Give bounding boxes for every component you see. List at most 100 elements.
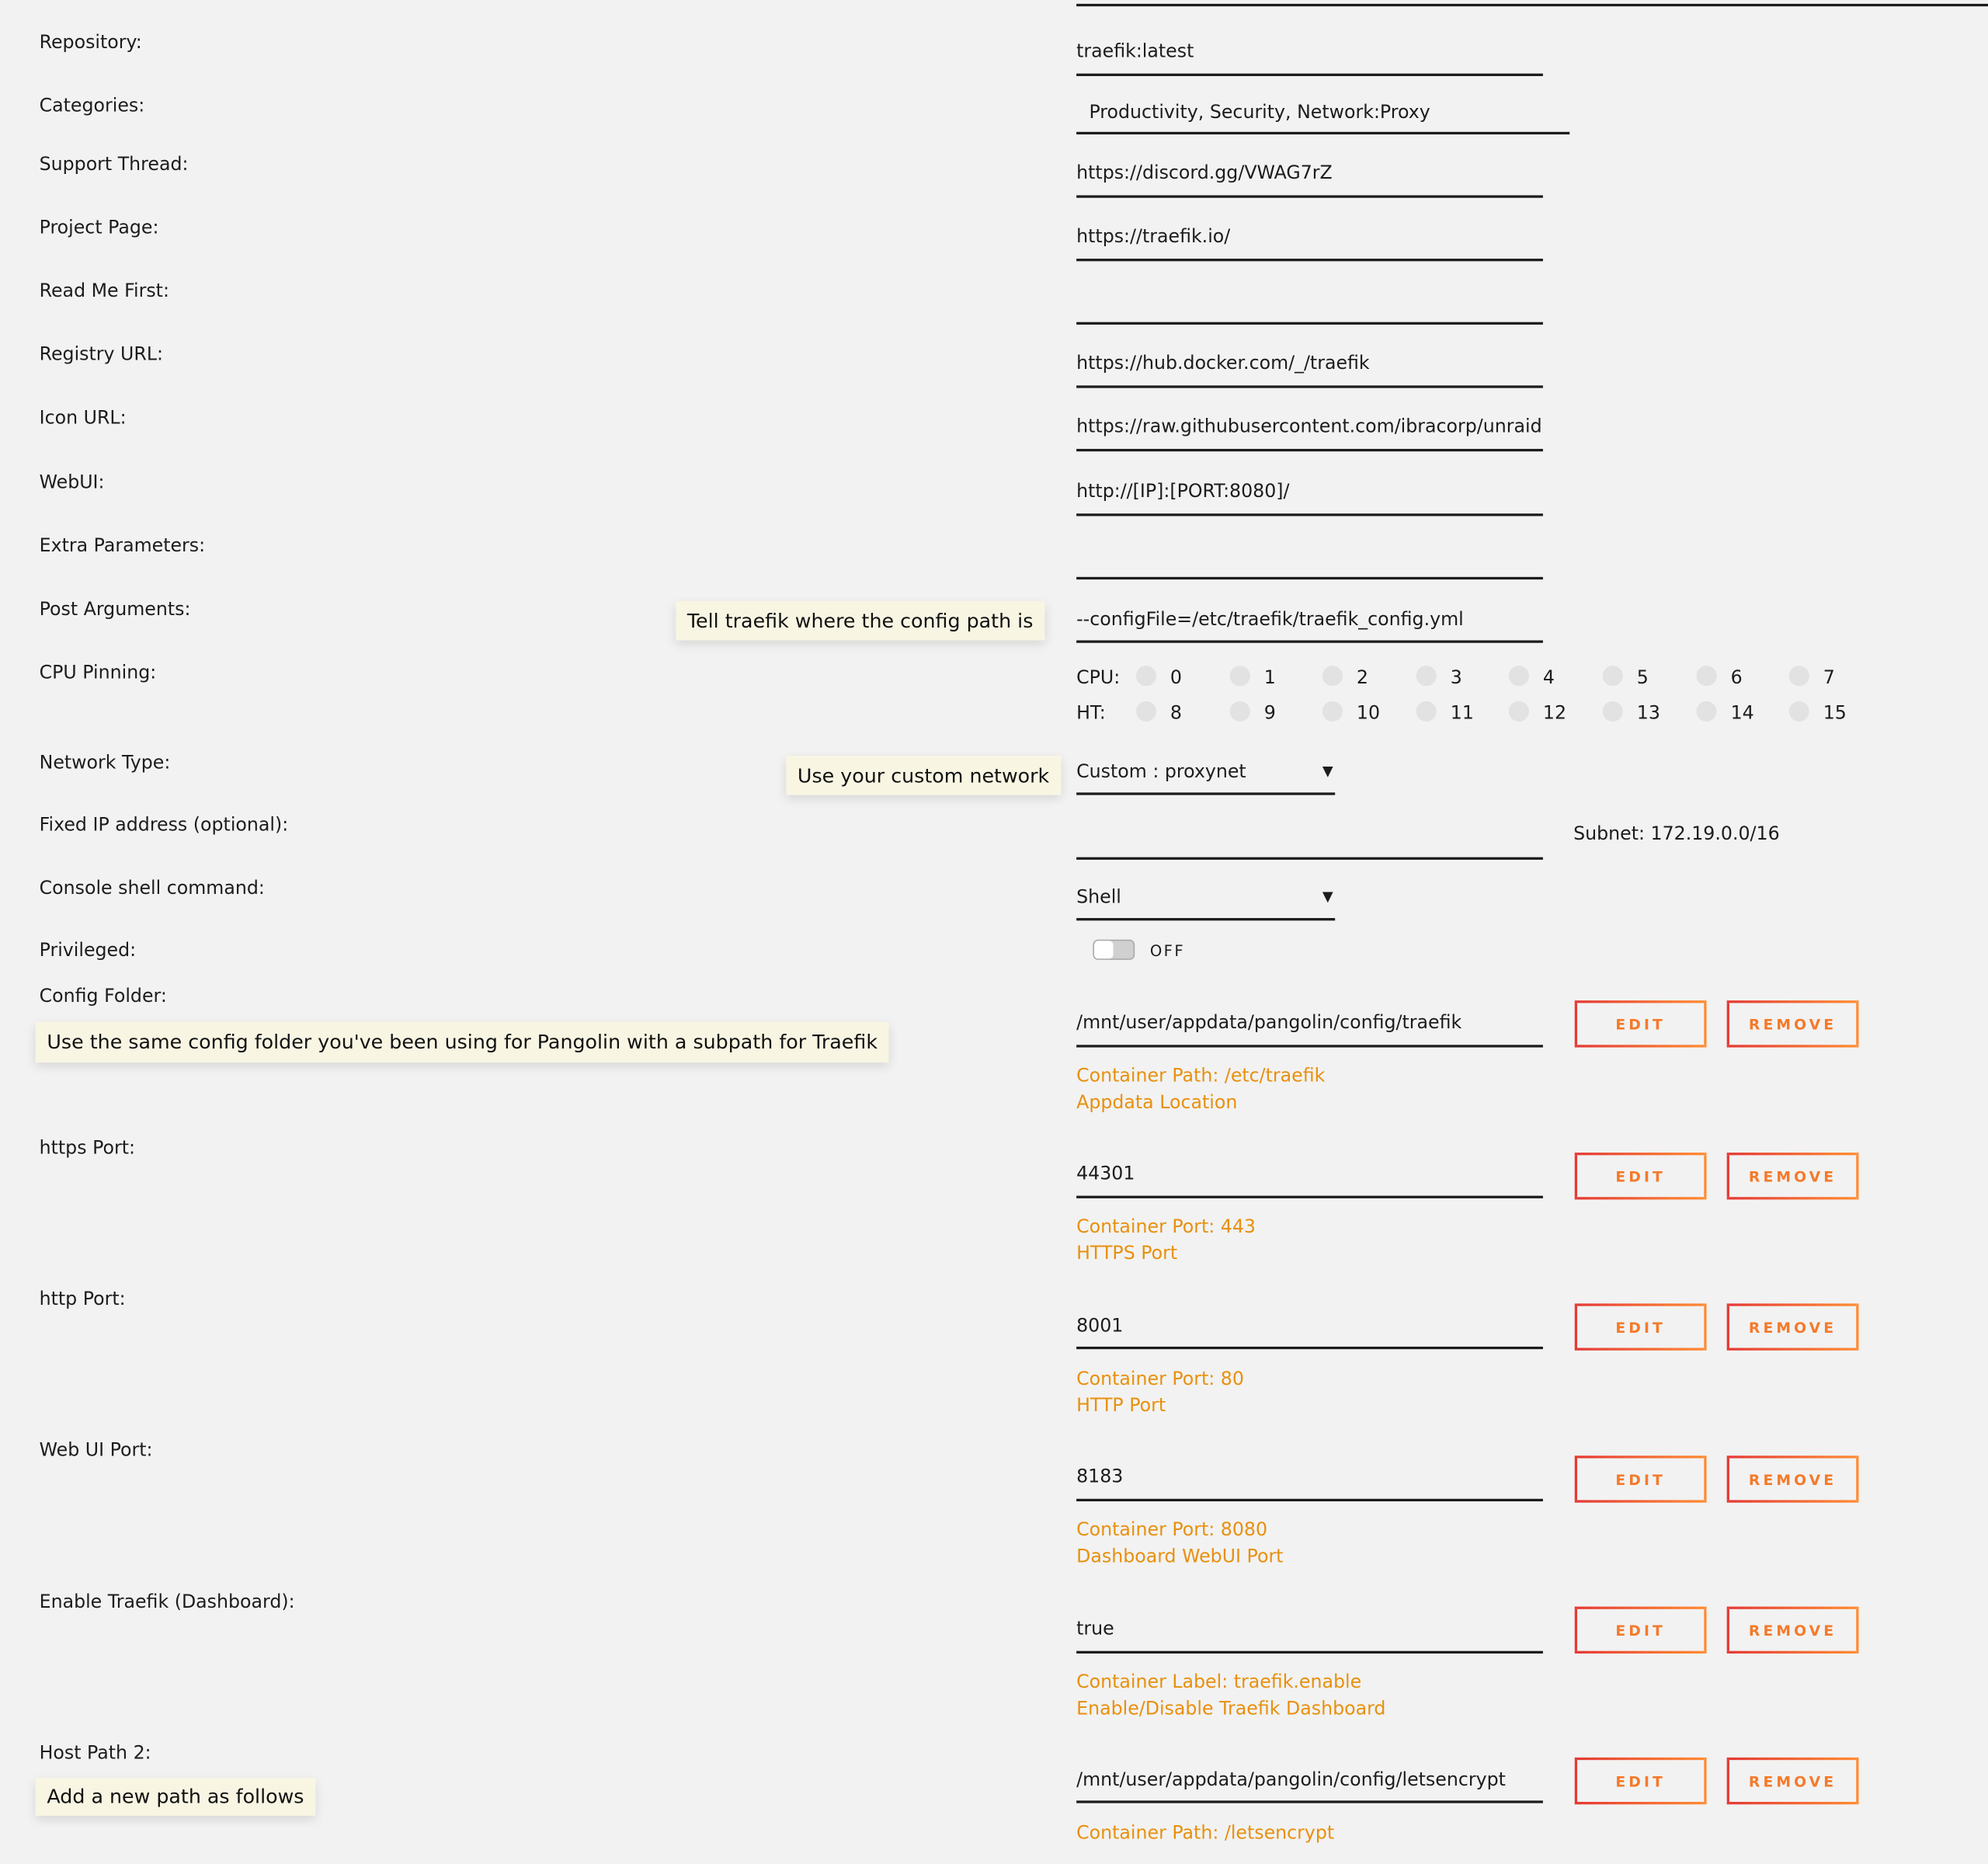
annotation-network: Use your custom network (786, 756, 1061, 795)
cpu-1-label: 1 (1263, 668, 1276, 689)
ht-11-checkbox[interactable] (1416, 701, 1437, 722)
edit-button[interactable]: EDIT (1574, 1455, 1707, 1503)
ht-10-label: 10 (1356, 704, 1381, 725)
fixed-ip-label: Fixed IP address (optional): (39, 815, 289, 836)
cpu-5-checkbox[interactable] (1602, 666, 1623, 687)
remove-button[interactable]: REMOVE (1726, 1757, 1859, 1805)
cpu-row-label: CPU: (1076, 668, 1121, 689)
categories-input[interactable]: Productivity, Security, Network:Proxy (1089, 103, 1430, 123)
ht-14-checkbox[interactable] (1696, 701, 1717, 722)
remove-button[interactable]: REMOVE (1726, 1000, 1859, 1048)
toggle-knob (1093, 941, 1114, 959)
host-path-2-label: Host Path 2: (39, 1743, 151, 1765)
ht-8-checkbox[interactable] (1135, 701, 1156, 722)
registry-url-input[interactable]: https://hub.docker.com/_/traefik (1076, 353, 1370, 374)
cpu-pinning-label: CPU Pinning: (39, 662, 157, 683)
console-shell-underline (1076, 918, 1336, 920)
repository-input[interactable]: traefik:latest (1076, 41, 1194, 62)
remove-button[interactable]: REMOVE (1726, 1606, 1859, 1654)
ht-13-checkbox[interactable] (1602, 701, 1623, 722)
https-port-label: https Port: (39, 1139, 135, 1160)
cpu-7-label: 7 (1823, 668, 1835, 689)
config-folder-description: Appdata Location (1076, 1093, 1238, 1114)
enable-traefik-dashboard-input[interactable]: true (1076, 1619, 1114, 1640)
ht-15-checkbox[interactable] (1788, 701, 1809, 722)
edit-button[interactable]: EDIT (1574, 1303, 1707, 1351)
web-ui-port-container-info: Container Port: 8080 (1076, 1520, 1268, 1541)
cpu-6-label: 6 (1730, 668, 1743, 689)
config-folder-label: Config Folder: (39, 986, 167, 1007)
cpu-6-checkbox[interactable] (1696, 666, 1717, 687)
extra-parameters-underline (1076, 576, 1543, 579)
icon-url-label: Icon URL: (39, 408, 127, 429)
https-port-container-info: Container Port: 443 (1076, 1217, 1256, 1238)
network-type-select[interactable]: Custom : proxynet (1076, 762, 1246, 783)
remove-button[interactable]: REMOVE (1726, 1303, 1859, 1351)
privileged-state: OFF (1149, 942, 1186, 960)
https-port-input[interactable]: 44301 (1076, 1163, 1135, 1184)
http-port-container-info: Container Port: 80 (1076, 1369, 1244, 1390)
registry-url-label: Registry URL: (39, 345, 163, 366)
network-type-underline (1076, 792, 1336, 795)
project-page-label: Project Page: (39, 217, 159, 238)
edit-button[interactable]: EDIT (1574, 1757, 1707, 1805)
remove-button[interactable]: REMOVE (1726, 1455, 1859, 1503)
web-ui-port-description: Dashboard WebUI Port (1076, 1546, 1284, 1567)
web-ui-port-underline (1076, 1498, 1543, 1501)
config-folder-underline (1076, 1045, 1543, 1047)
edit-button[interactable]: EDIT (1574, 1153, 1707, 1200)
support-thread-input[interactable]: https://discord.gg/VWAG7rZ (1076, 163, 1333, 184)
cpu-0-label: 0 (1170, 668, 1183, 689)
icon-url-input[interactable]: https://raw.githubusercontent.com/ibraco… (1076, 417, 1542, 438)
webui-underline (1076, 513, 1543, 516)
remove-button[interactable]: REMOVE (1726, 1153, 1859, 1200)
chevron-down-icon[interactable]: ▼ (1322, 763, 1333, 780)
read-me-first-underline (1076, 322, 1543, 325)
privileged-label: Privileged: (39, 941, 137, 962)
webui-input[interactable]: http://[IP]:[PORT:8080]/ (1076, 482, 1290, 503)
cpu-4-checkbox[interactable] (1508, 666, 1529, 687)
enable-traefik-dashboard-description: Enable/Disable Traefik Dashboard (1076, 1699, 1386, 1720)
repository-label: Repository: (39, 33, 142, 54)
chevron-down-icon[interactable]: ▼ (1322, 888, 1333, 905)
cpu-5-label: 5 (1636, 668, 1649, 689)
network-type-label: Network Type: (39, 753, 171, 774)
web-ui-port-input[interactable]: 8183 (1076, 1466, 1124, 1488)
console-shell-label: Console shell command: (39, 878, 265, 899)
cpu-2-checkbox[interactable] (1322, 666, 1343, 687)
cpu-0-checkbox[interactable] (1135, 666, 1156, 687)
ht-12-label: 12 (1542, 704, 1567, 725)
cpu-1-checkbox[interactable] (1229, 666, 1250, 687)
ht-11-label: 11 (1450, 704, 1474, 725)
ht-14-label: 14 (1730, 704, 1754, 725)
cpu-3-label: 3 (1450, 668, 1462, 689)
cpu-3-checkbox[interactable] (1416, 666, 1437, 687)
https-port-underline (1076, 1195, 1543, 1198)
web-ui-port-label: Web UI Port: (39, 1440, 153, 1461)
categories-label: Categories: (39, 96, 145, 117)
annotation-config-folder: Use the same config folder you've been u… (35, 1021, 889, 1063)
privileged-toggle[interactable] (1093, 939, 1135, 960)
ht-row-label: HT: (1076, 704, 1106, 725)
ht-9-checkbox[interactable] (1229, 701, 1250, 722)
ht-12-checkbox[interactable] (1508, 701, 1529, 722)
http-port-underline (1076, 1346, 1543, 1349)
post-arguments-input[interactable]: --configFile=/etc/traefik/traefik_config… (1076, 610, 1464, 631)
edit-button[interactable]: EDIT (1574, 1606, 1707, 1654)
cpu-7-checkbox[interactable] (1788, 666, 1809, 687)
console-shell-select[interactable]: Shell (1076, 887, 1121, 908)
enable-traefik-dashboard-label: Enable Traefik (Dashboard): (39, 1592, 295, 1613)
edit-button[interactable]: EDIT (1574, 1000, 1707, 1048)
enable-traefik-dashboard-container-info: Container Label: traefik.enable (1076, 1672, 1362, 1693)
host-path-2-underline (1076, 1800, 1543, 1803)
project-page-underline (1076, 259, 1543, 261)
ht-10-checkbox[interactable] (1322, 701, 1343, 722)
config-folder-input[interactable]: /mnt/user/appdata/pangolin/config/traefi… (1076, 1013, 1462, 1034)
http-port-input[interactable]: 8001 (1076, 1316, 1124, 1337)
http-port-description: HTTP Port (1076, 1396, 1166, 1417)
project-page-input[interactable]: https://traefik.io/ (1076, 227, 1231, 248)
read-me-first-label: Read Me First: (39, 281, 169, 302)
host-path-2-input[interactable]: /mnt/user/appdata/pangolin/config/letsen… (1076, 1770, 1506, 1791)
ht-9-label: 9 (1263, 704, 1276, 725)
